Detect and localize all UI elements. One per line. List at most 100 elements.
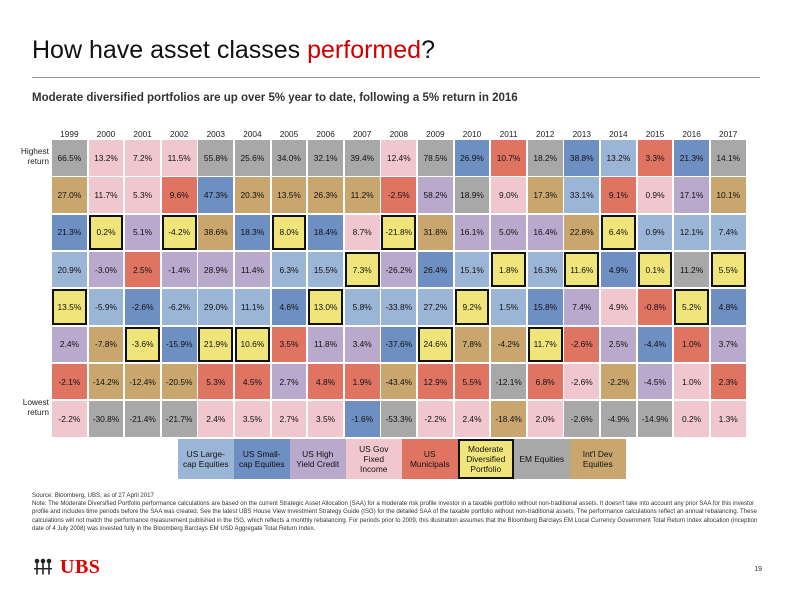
return-cell: -2.6% bbox=[125, 289, 160, 325]
return-cell: -21.8% bbox=[381, 214, 417, 251]
return-cell: 4.9% bbox=[601, 289, 636, 325]
return-cell: 5.5% bbox=[710, 251, 746, 288]
return-cell: 7.8% bbox=[454, 326, 490, 362]
return-cell: 10.1% bbox=[710, 177, 746, 213]
return-cell: 3.4% bbox=[344, 326, 380, 362]
return-cell: -2.6% bbox=[564, 363, 600, 400]
return-cell: 17.3% bbox=[527, 177, 563, 213]
return-cell: 66.5% bbox=[52, 140, 87, 176]
year-label: 2008 bbox=[389, 129, 409, 139]
year-label: 2014 bbox=[609, 129, 628, 139]
return-cell: 9.1% bbox=[601, 177, 636, 213]
return-cell: 3.5% bbox=[271, 326, 307, 362]
return-cell: -4.5% bbox=[637, 363, 673, 400]
return-cell: 21.3% bbox=[52, 214, 87, 251]
return-cell: 11.8% bbox=[308, 326, 343, 362]
return-cell: 13.2% bbox=[601, 140, 636, 176]
return-cell: 38.8% bbox=[564, 140, 600, 176]
return-cell: -2.5% bbox=[381, 177, 417, 213]
return-cell: 2.5% bbox=[601, 326, 636, 362]
return-cell: 7.2% bbox=[125, 140, 160, 176]
return-cell: 5.2% bbox=[674, 289, 709, 325]
return-cell: 16.4% bbox=[527, 214, 563, 251]
return-cell: 3.7% bbox=[710, 326, 746, 362]
return-cell: -14.9% bbox=[637, 401, 673, 437]
return-cell: 12.9% bbox=[418, 363, 453, 400]
return-cell: 8.7% bbox=[344, 214, 380, 251]
return-cell: 13.5% bbox=[271, 177, 307, 213]
return-cell: -53.3% bbox=[381, 401, 417, 437]
legend-item: US Municipals bbox=[402, 439, 458, 479]
return-cell: -20.5% bbox=[161, 363, 197, 400]
footnotes: Source: Bloomberg, UBS, as of 27 April 2… bbox=[32, 492, 767, 533]
return-cell: 10.6% bbox=[235, 326, 270, 362]
return-cell: -33.8% bbox=[381, 289, 417, 325]
return-cell: 4.8% bbox=[710, 289, 746, 325]
legend-item: Int'l Dev Equities bbox=[570, 439, 626, 479]
return-cell: 1.5% bbox=[491, 289, 526, 325]
return-cell: 26.4% bbox=[418, 251, 453, 288]
year-label: 2016 bbox=[682, 129, 701, 139]
return-cell: 13.5% bbox=[52, 289, 87, 325]
legend-item: Moderate Diversified Portfolio bbox=[458, 439, 514, 479]
return-cell: 3.3% bbox=[637, 140, 673, 176]
return-cell: -12.1% bbox=[491, 363, 526, 400]
return-cell: 12.1% bbox=[674, 214, 709, 251]
return-cell: 16.3% bbox=[527, 251, 563, 288]
return-cell: 5.0% bbox=[491, 214, 526, 251]
year-label: 2012 bbox=[535, 129, 555, 139]
year-label: 2013 bbox=[572, 129, 592, 139]
return-cell: -2.2% bbox=[52, 401, 87, 437]
return-cell: -37.6% bbox=[381, 326, 417, 362]
return-cell: 2.4% bbox=[454, 401, 490, 437]
return-cell: 31.8% bbox=[418, 214, 453, 251]
return-cell: -21.4% bbox=[125, 401, 160, 437]
return-cell: 27.2% bbox=[418, 289, 453, 325]
return-cell: 9.2% bbox=[454, 289, 490, 325]
year-label: 1999 bbox=[60, 129, 79, 139]
return-cell: 3.5% bbox=[308, 401, 343, 437]
return-cell: 11.2% bbox=[344, 177, 380, 213]
return-cell: 12.4% bbox=[381, 140, 417, 176]
ubs-logo: UBS bbox=[32, 556, 100, 579]
return-cell: -4.4% bbox=[637, 326, 673, 362]
return-cell: 5.3% bbox=[198, 363, 234, 400]
return-cell: -2.2% bbox=[418, 401, 453, 437]
return-cell: 1.8% bbox=[491, 251, 526, 288]
return-cell: -2.1% bbox=[52, 363, 87, 400]
return-cell: 11.1% bbox=[235, 289, 270, 325]
return-cell: 15.8% bbox=[527, 289, 563, 325]
return-cell: 33.1% bbox=[564, 177, 600, 213]
return-cell: 6.4% bbox=[601, 214, 636, 251]
year-label: 2003 bbox=[206, 129, 226, 139]
return-cell: -30.8% bbox=[88, 401, 124, 437]
legend-item: US High Yield Credit bbox=[290, 439, 346, 479]
return-cell: -14.2% bbox=[88, 363, 124, 400]
return-cell: 11.2% bbox=[674, 251, 709, 288]
return-cell: 0.1% bbox=[637, 251, 673, 288]
return-cell: 78.5% bbox=[418, 140, 453, 176]
return-cell: -43.4% bbox=[381, 363, 417, 400]
return-cell: 13.2% bbox=[88, 140, 124, 176]
return-cell: 5.1% bbox=[125, 214, 160, 251]
return-cell: 15.5% bbox=[308, 251, 343, 288]
return-cell: -5.9% bbox=[88, 289, 124, 325]
return-cell: 21.3% bbox=[674, 140, 709, 176]
return-cell: 29.0% bbox=[198, 289, 234, 325]
return-cell: 7.3% bbox=[344, 251, 380, 288]
return-cell: 3.5% bbox=[235, 401, 270, 437]
return-cell: 21.9% bbox=[198, 326, 234, 362]
return-cell: 10.7% bbox=[491, 140, 526, 176]
highest-return-label: Highest return bbox=[20, 146, 49, 166]
return-cell: -1.4% bbox=[161, 251, 197, 288]
return-cell: 17.1% bbox=[674, 177, 709, 213]
return-cell: 5.3% bbox=[125, 177, 160, 213]
return-cell: -0.8% bbox=[637, 289, 673, 325]
return-cell: 0.9% bbox=[637, 177, 673, 213]
return-cell: 47.3% bbox=[198, 177, 234, 213]
return-cell: 11.7% bbox=[88, 177, 124, 213]
legend-item: US Small- cap Equities bbox=[234, 439, 290, 479]
return-cell: 1.0% bbox=[674, 363, 709, 400]
return-cell: 18.4% bbox=[308, 214, 343, 251]
legend-item: EM Equities bbox=[514, 439, 570, 479]
